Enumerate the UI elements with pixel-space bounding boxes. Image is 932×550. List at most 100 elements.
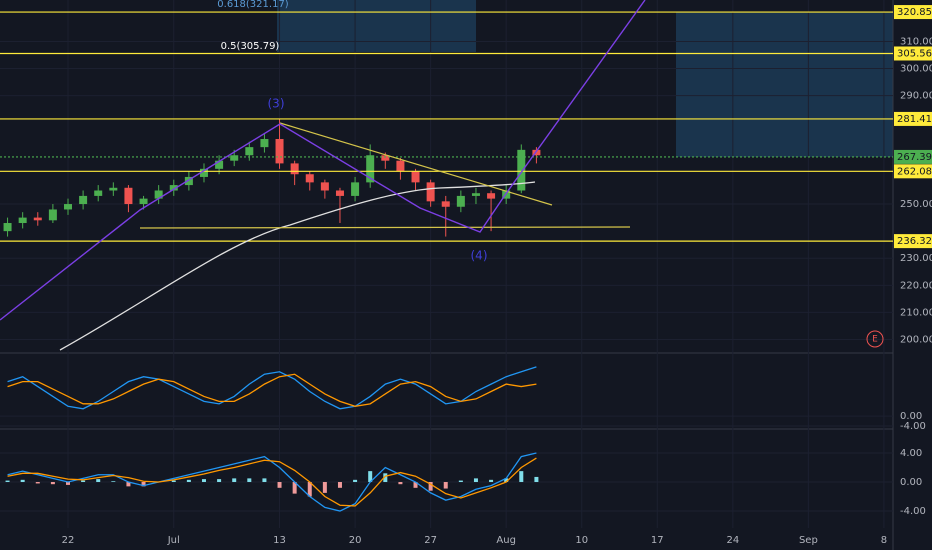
histogram-bar <box>217 479 222 483</box>
candle-body <box>109 187 118 191</box>
candle-body <box>456 195 465 207</box>
histogram-bar <box>353 479 358 483</box>
y-tick-label: 4.00 <box>900 448 922 459</box>
price-label: 236.32 <box>897 236 932 247</box>
price-label: 305.56 <box>897 48 932 59</box>
price-label: 281.41 <box>897 114 932 125</box>
histogram-bar <box>428 482 433 491</box>
histogram-bar <box>262 478 267 483</box>
price-label-box <box>894 111 932 126</box>
x-tick-label: 10 <box>575 535 588 546</box>
candle-body <box>396 160 405 172</box>
candle-body <box>320 182 329 191</box>
price-label-box <box>894 5 932 20</box>
wave-label: (4) <box>471 249 488 263</box>
candle-body <box>94 190 103 196</box>
y-tick-label: 310.00 <box>900 36 932 47</box>
histogram-bar <box>126 482 131 487</box>
candle-body <box>381 155 390 161</box>
candle-body <box>169 185 178 191</box>
histogram-bar <box>186 479 191 483</box>
histogram-bar <box>398 482 403 485</box>
candle-body <box>502 190 511 199</box>
candle-body <box>441 201 450 207</box>
fib-label: 0.5(305.79) <box>221 41 280 52</box>
price-label-box <box>894 149 932 164</box>
histogram-bar <box>35 482 40 484</box>
y-tick-label: -4.00 <box>900 421 926 432</box>
histogram-bar <box>292 482 297 494</box>
earnings-icon[interactable] <box>866 330 884 348</box>
candle-body <box>124 187 133 205</box>
price-label-box <box>894 234 932 249</box>
histogram-bar <box>443 482 448 489</box>
candle-body <box>63 204 72 210</box>
histogram-bar <box>111 481 116 483</box>
x-tick-label: 20 <box>349 535 362 546</box>
histogram-bar <box>383 473 388 483</box>
price-label: 320.85 <box>897 7 932 18</box>
earnings-label[interactable]: E <box>872 335 878 345</box>
y-tick-label: 290.00 <box>900 91 932 102</box>
histogram-bar <box>368 471 373 483</box>
histogram-bar <box>489 479 494 483</box>
histogram-bar <box>504 478 509 483</box>
candle-body <box>18 217 27 224</box>
y-tick-label: 0.00 <box>900 477 922 488</box>
candle-body <box>487 193 496 199</box>
candle-body <box>532 149 541 156</box>
histogram-bar <box>473 478 478 483</box>
histogram-bar <box>307 482 312 497</box>
candle-body <box>426 182 435 202</box>
price-label-box <box>894 164 932 179</box>
x-tick-label: Jul <box>167 535 180 546</box>
histogram-bar <box>519 471 524 483</box>
y-tick-label: 230.00 <box>900 253 932 264</box>
histogram-bar <box>50 482 55 485</box>
candle-body <box>290 163 299 175</box>
x-tick-label: Sep <box>799 535 818 546</box>
candle-body <box>139 198 148 205</box>
candle-body <box>215 160 224 169</box>
histogram-bar <box>171 480 176 483</box>
x-tick-label: 13 <box>273 535 286 546</box>
target-zone <box>277 0 476 52</box>
price-label-box <box>894 46 932 61</box>
indicator-line <box>7 366 537 410</box>
histogram-bar <box>65 482 70 485</box>
histogram-bar <box>337 482 342 488</box>
y-tick-label: 0.00 <box>900 411 922 422</box>
target-zone <box>676 12 893 157</box>
indicator-line <box>7 457 537 507</box>
x-tick-label: Aug <box>496 535 516 546</box>
candle-body <box>3 223 12 232</box>
x-tick-label: 22 <box>62 535 75 546</box>
moving-average <box>59 181 536 351</box>
histogram-bar <box>458 480 463 483</box>
trendline <box>279 122 553 206</box>
wave-label: (3) <box>268 97 285 111</box>
candle-body <box>184 176 193 186</box>
candle-body <box>230 155 239 161</box>
candle-body <box>335 190 344 196</box>
histogram-bar <box>141 482 146 487</box>
histogram-bar <box>247 478 252 483</box>
candle-body <box>33 217 42 221</box>
candle-body <box>351 182 360 196</box>
candle-body <box>471 193 480 196</box>
indicator-line <box>7 373 537 407</box>
candle-body <box>154 190 163 199</box>
histogram-bar <box>20 479 25 483</box>
wave-projection <box>0 0 646 321</box>
histogram-bar <box>232 478 237 483</box>
candle-body <box>411 171 420 183</box>
histogram-bar <box>5 480 10 483</box>
candle-body <box>48 209 57 221</box>
y-tick-label: 250.00 <box>900 199 932 210</box>
trendline <box>139 226 631 229</box>
y-tick-label: -4.00 <box>900 506 926 517</box>
y-tick-label: 200.00 <box>900 335 932 346</box>
histogram-bar <box>413 482 418 488</box>
histogram-bar <box>322 482 327 493</box>
